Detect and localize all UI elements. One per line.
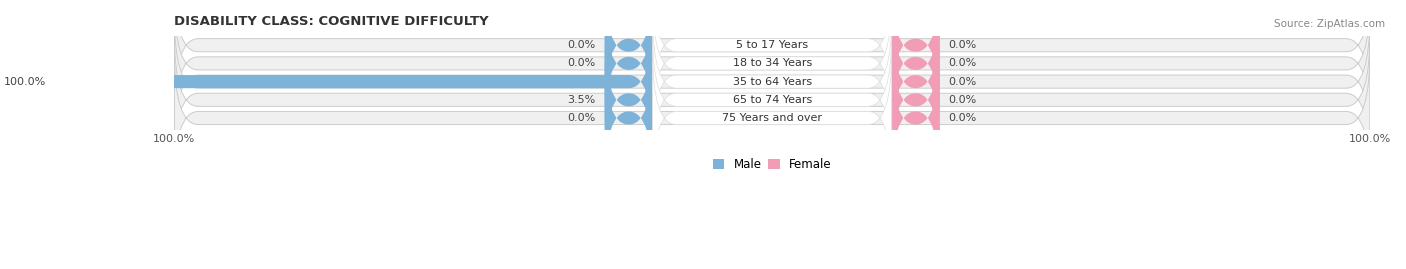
Text: DISABILITY CLASS: COGNITIVE DIFFICULTY: DISABILITY CLASS: COGNITIVE DIFFICULTY [174,15,489,28]
FancyBboxPatch shape [174,34,1369,166]
Text: 0.0%: 0.0% [949,77,977,87]
Text: 0.0%: 0.0% [949,40,977,50]
Text: 0.0%: 0.0% [949,113,977,123]
Text: Source: ZipAtlas.com: Source: ZipAtlas.com [1274,19,1385,29]
Text: 0.0%: 0.0% [568,58,596,68]
FancyBboxPatch shape [55,15,652,148]
Text: 3.5%: 3.5% [568,95,596,105]
FancyBboxPatch shape [174,52,1369,184]
FancyBboxPatch shape [891,0,939,130]
FancyBboxPatch shape [652,0,891,111]
FancyBboxPatch shape [605,0,652,111]
FancyBboxPatch shape [891,0,939,111]
Text: 100.0%: 100.0% [4,77,46,87]
Text: 65 to 74 Years: 65 to 74 Years [733,95,811,105]
FancyBboxPatch shape [605,34,652,166]
Text: 18 to 34 Years: 18 to 34 Years [733,58,811,68]
FancyBboxPatch shape [891,15,939,148]
FancyBboxPatch shape [652,0,891,130]
FancyBboxPatch shape [605,52,652,184]
Text: 35 to 64 Years: 35 to 64 Years [733,77,811,87]
Text: 75 Years and over: 75 Years and over [723,113,823,123]
FancyBboxPatch shape [891,34,939,166]
FancyBboxPatch shape [652,34,891,166]
Text: 5 to 17 Years: 5 to 17 Years [737,40,808,50]
FancyBboxPatch shape [891,52,939,184]
FancyBboxPatch shape [174,0,1369,130]
Text: 0.0%: 0.0% [568,40,596,50]
Text: 0.0%: 0.0% [949,58,977,68]
Text: 0.0%: 0.0% [949,95,977,105]
FancyBboxPatch shape [652,52,891,184]
Text: 0.0%: 0.0% [568,113,596,123]
FancyBboxPatch shape [174,0,1369,111]
FancyBboxPatch shape [605,0,652,130]
FancyBboxPatch shape [652,15,891,148]
FancyBboxPatch shape [174,15,1369,148]
Legend: Male, Female: Male, Female [707,153,837,175]
